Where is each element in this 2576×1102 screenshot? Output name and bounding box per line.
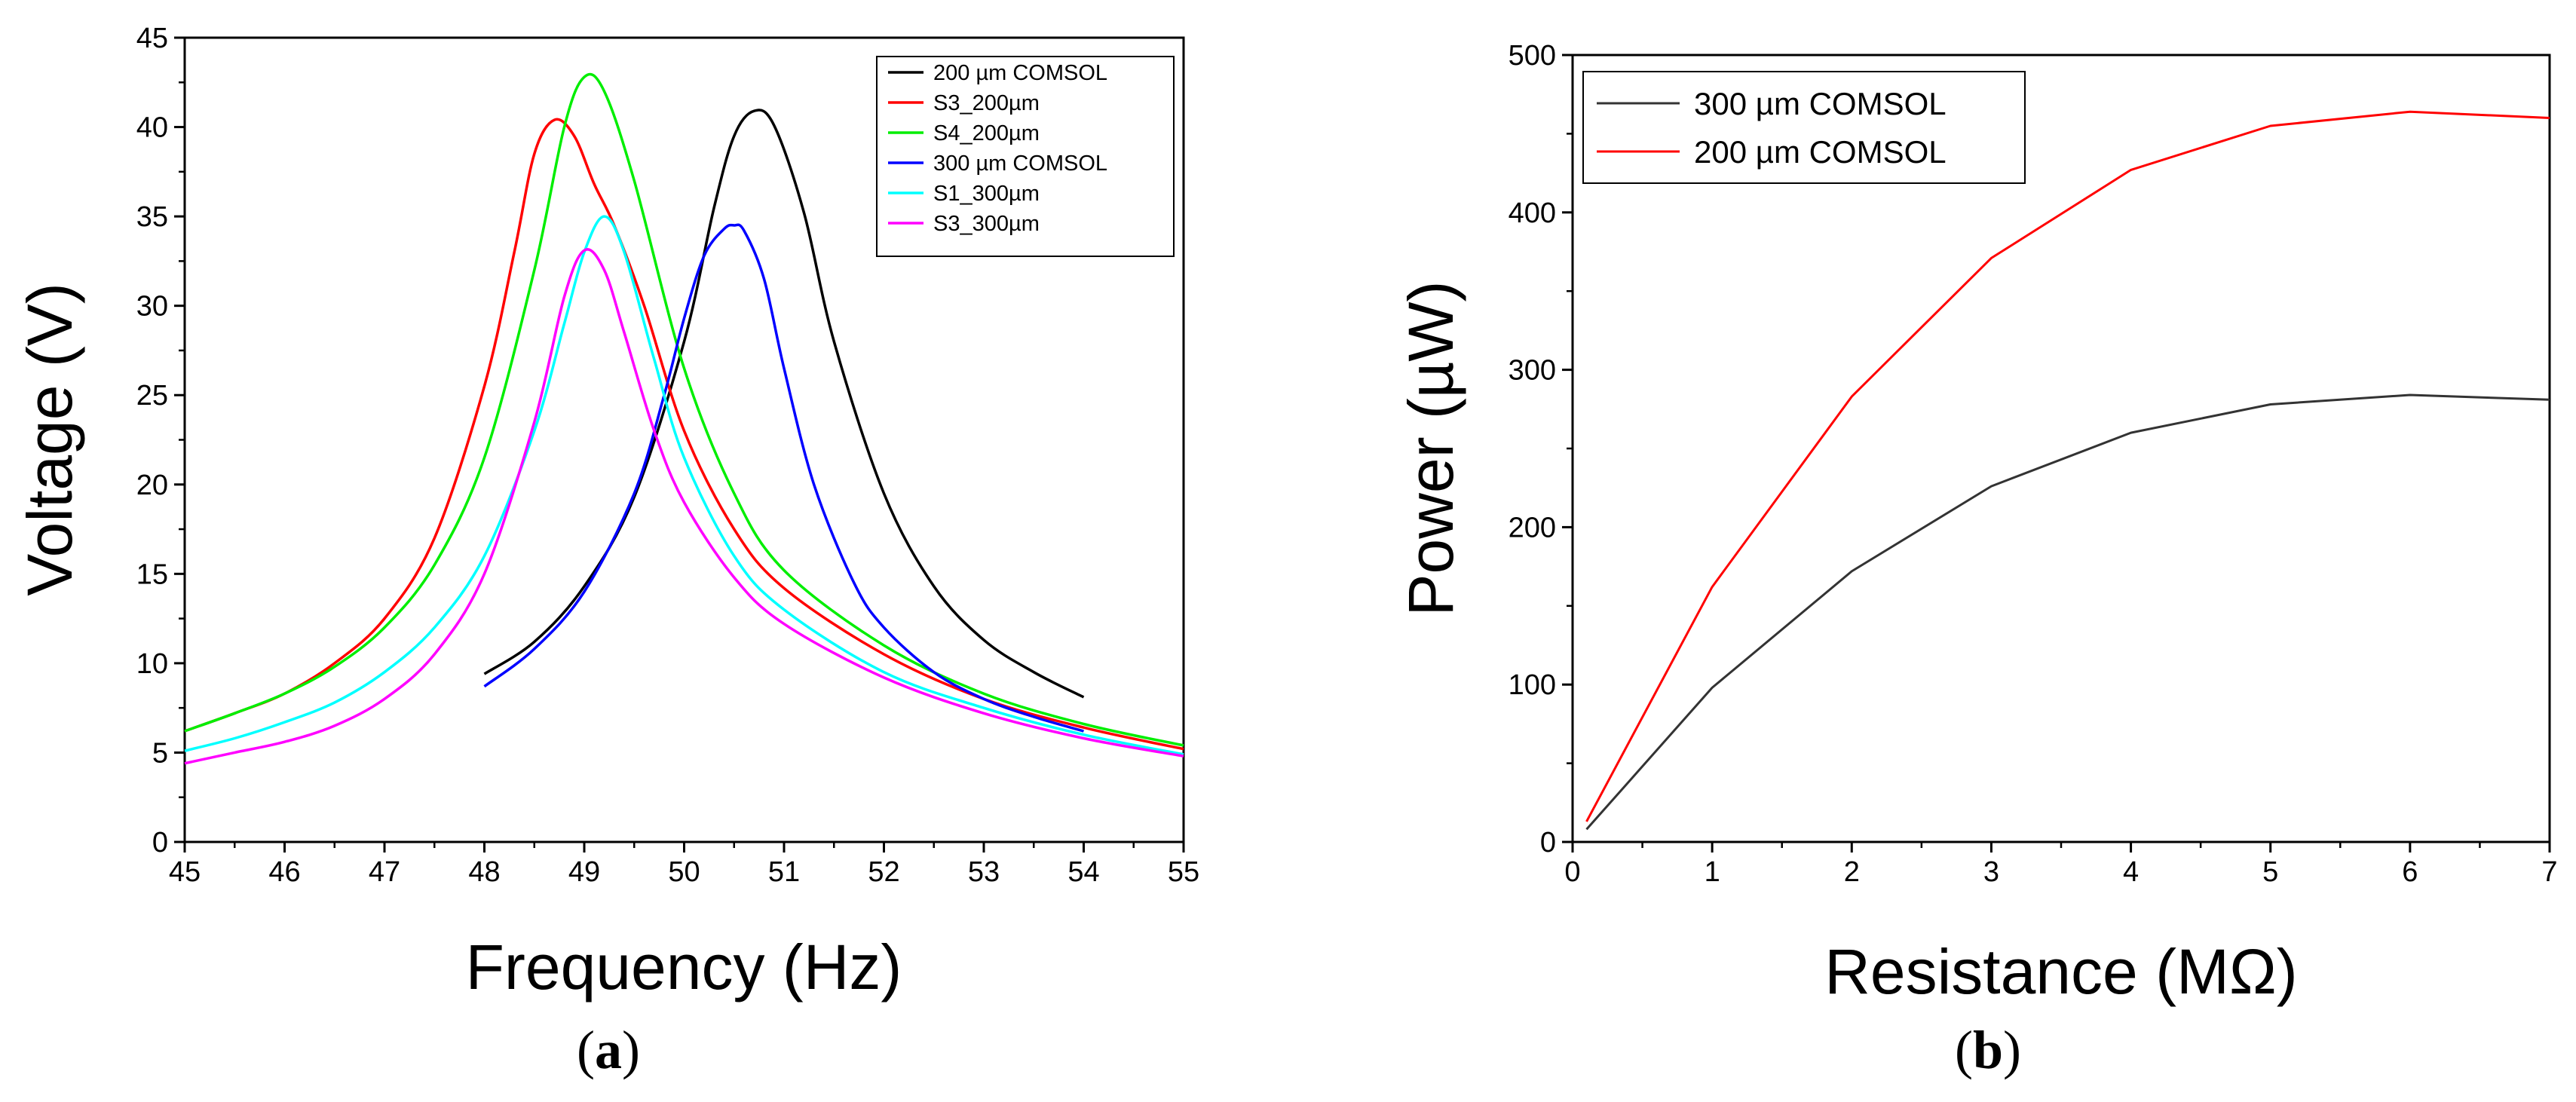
panel-a-x-axis-title: Frequency (Hz)	[466, 932, 902, 1003]
panel-b-y-tick-label: 400	[1509, 197, 1556, 229]
panel-a-y-tick-label: 45	[136, 23, 168, 54]
panel-a-x-tick-label: 48	[468, 856, 500, 888]
panel-a-series-line-s4-200-m	[184, 72, 1184, 747]
panel-b-x-tick-label: 4	[2123, 856, 2139, 888]
panel-b-x-tick-label: 3	[1983, 856, 1999, 888]
panel-a-y-tick-label: 40	[136, 112, 168, 144]
panel-b-y-tick-label: 500	[1509, 40, 1556, 72]
panel-a-y-tick-label: 5	[152, 737, 168, 769]
panel-a-legend-label: S4_200µm	[933, 121, 1040, 145]
panel-b-x-tick-label: 5	[2262, 856, 2278, 888]
panel-b-series-line-300-m-comsol	[1585, 393, 2550, 831]
panel-b-legend-label: 300 µm COMSOL	[1694, 86, 1947, 121]
panel-b-y-tick-label: 100	[1509, 669, 1556, 701]
panel-a-x-tick-label: 54	[1067, 856, 1099, 888]
panel-a-legend-label: 300 µm COMSOL	[933, 152, 1107, 176]
panel-a-x-tick-label: 50	[668, 856, 700, 888]
panel-a-series-line-s1-300-m	[184, 215, 1184, 756]
panel-b-y-tick-label: 0	[1540, 827, 1556, 859]
panel-a-series-line-s3-300-m	[184, 248, 1184, 765]
panel-b-x-tick-label: 1	[1705, 856, 1720, 888]
panel-a-legend-label: 200 µm COMSOL	[933, 61, 1107, 85]
panel-a-x-tick-label: 51	[768, 856, 800, 888]
panel-b-legend-label: 200 µm COMSOL	[1694, 134, 1947, 170]
panel-a-series	[184, 72, 1184, 765]
panel-a-x-tick-label: 45	[169, 856, 201, 888]
panel-b-x-tick-label: 2	[1844, 856, 1860, 888]
panel-a-legend-label: S3_300µm	[933, 212, 1040, 236]
panel-a-letter: a	[595, 1020, 622, 1080]
panel-a-legend: 200 µm COMSOL S3_200µm S4_200µm 300 µm COMS…	[876, 56, 1175, 257]
panel-a-x-tick-label: 47	[369, 856, 400, 888]
panel-a-series-line-300-m-comsol	[483, 223, 1084, 733]
panel-a-y-tick-label: 10	[136, 648, 168, 680]
panel-a-x-tick-label: 46	[268, 856, 300, 888]
panel-a-legend-box	[876, 56, 1175, 257]
panel-a-ticks: 45 46 47 48 49 50 51 52 53 54 55 0 5 10 15 20 25 30 35 40 45	[136, 23, 1199, 888]
panel-b-ticks: 0 1 2 3 4 5 6 7 0 100 200 300 400 500	[1509, 40, 2558, 888]
panel-b-y-axis-title: Power (µW)	[1395, 280, 1466, 616]
panel-a-chart: 45 46 47 48 49 50 51 52 53 54 55051015202530354045…	[14, 23, 1199, 1080]
panel-b-label: (b)	[1955, 1020, 2021, 1080]
panel-a-y-tick-label: 0	[152, 827, 168, 859]
panel-b-x-tick-label: 7	[2541, 856, 2557, 888]
panel-a-x-tick-label: 49	[568, 856, 600, 888]
panel-a-legend-label: S1_300µm	[933, 182, 1040, 206]
panel-a-y-tick-label: 25	[136, 380, 168, 412]
panel-a-legend-label: S3_200µm	[933, 91, 1040, 115]
panel-b-chart: 0 1 2 3 4 5 6 7 0 100 200 300 400 500 Resistance (MΩ)…	[1395, 40, 2558, 1080]
panel-a-y-tick-label: 15	[136, 559, 168, 590]
panel-a-x-tick-label: 52	[868, 856, 899, 888]
panel-a-y-tick-label: 35	[136, 201, 168, 233]
panel-a-label: (a)	[577, 1020, 640, 1080]
panel-b-legend: 300 µm COMSOL 200 µm COMSOL	[1582, 71, 2026, 184]
panel-a-x-tick-label: 55	[1168, 856, 1199, 888]
panel-a-series-line-s3-200-m	[184, 118, 1184, 751]
panel-b-legend-box	[1582, 71, 2026, 184]
panel-b-y-tick-label: 200	[1509, 512, 1556, 543]
panel-b-x-axis-title: Resistance (MΩ)	[1824, 936, 2298, 1007]
panel-b-x-tick-label: 0	[1564, 856, 1580, 888]
panel-b-letter: b	[1973, 1020, 2003, 1080]
panel-b-series	[1585, 110, 2550, 831]
panel-a-y-axis-title: Voltage (V)	[14, 283, 85, 596]
panel-a-x-tick-label: 53	[968, 856, 1000, 888]
panel-a-y-tick-label: 30	[136, 291, 168, 323]
panel-b-series-line-200-m-comsol	[1585, 110, 2550, 822]
panel-b-x-tick-label: 6	[2402, 856, 2418, 888]
panel-a-y-tick-label: 20	[136, 470, 168, 501]
panel-b-y-tick-label: 300	[1509, 355, 1556, 387]
